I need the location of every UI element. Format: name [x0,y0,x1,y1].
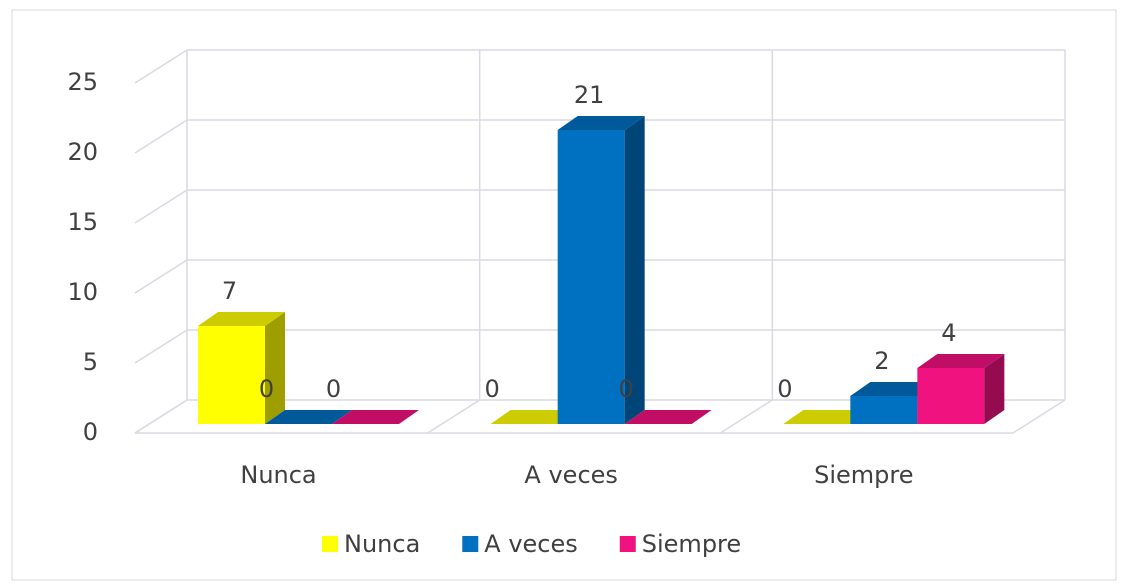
data-label: 7 [222,277,237,305]
legend: Nunca A veces Siempre [322,530,741,558]
data-label: 21 [574,81,605,109]
bar-top [624,410,712,424]
y-tick-label: 5 [83,348,98,376]
floor-line [1012,399,1066,434]
side-grid-line [134,119,188,154]
bar [624,410,712,424]
bar-top [198,312,285,326]
x-tick-label: Nunca [240,461,316,489]
legend-label: Siempre [642,530,741,558]
side-grid-line [134,259,188,294]
legend-swatch [619,536,636,552]
data-label: 0 [619,375,634,403]
data-label: 0 [485,375,500,403]
data-label: 0 [259,375,274,403]
floor-line [427,399,481,434]
data-label: 4 [941,319,956,347]
y-tick-label: 10 [67,278,98,306]
bars: 7 0 0 0 21 0 0 2 4 [198,81,1005,424]
bar-top [850,382,938,396]
y-tick-label: 15 [67,208,98,236]
legend-label: A veces [484,530,577,558]
bar [332,410,419,424]
legend-swatch [322,536,338,552]
y-tick-label: 25 [67,68,98,96]
legend-swatch [462,536,479,552]
y-tick-label: 0 [83,418,98,446]
legend-label: Nunca [344,530,420,558]
bar-front [850,396,918,424]
data-label: 0 [326,375,341,403]
bar-top [332,410,419,424]
bar [198,312,285,424]
bar-top [265,410,352,424]
bar-front [198,326,265,424]
x-tick-label: A veces [524,461,617,489]
bar [783,410,871,424]
data-label: 0 [777,375,792,403]
side-grid-line [134,49,188,84]
bar-top [557,116,645,130]
bar-top [917,354,1005,368]
bar-top [490,410,578,424]
bar-front [917,368,985,424]
bar-top [783,410,871,424]
side-grid-line [134,329,188,364]
y-tick-label: 20 [67,138,98,166]
floor-line [134,399,188,434]
side-grid-line [134,189,188,224]
bar [490,410,578,424]
bar-front [557,130,625,424]
bar [917,354,1005,424]
bar-side [984,354,1005,424]
bar [557,116,645,424]
x-tick-label: Siempre [814,461,913,489]
bar-side [624,116,645,424]
bar-side [265,312,285,424]
data-label: 2 [874,347,889,375]
bar [265,410,352,424]
floor-line [719,399,773,434]
